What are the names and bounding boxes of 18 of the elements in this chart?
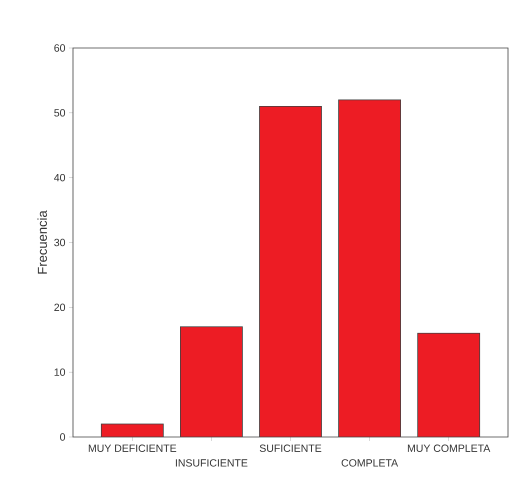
bar <box>417 332 480 437</box>
x-tick-label: SUFICIENTE <box>260 444 322 452</box>
x-tick-label: MUY COMPLETA <box>408 444 490 452</box>
y-tick-label: 50 <box>54 109 66 117</box>
x-tick-label: MUY DEFICIENTE <box>88 444 176 452</box>
bar <box>338 100 401 437</box>
y-tick-label: 40 <box>54 174 66 182</box>
y-tick-label: 20 <box>54 304 66 312</box>
x-tick-label: COMPLETA <box>342 459 398 467</box>
bar <box>260 106 322 437</box>
x-tick-label: INSUFICIENTE <box>176 459 248 467</box>
y-tick-label: 10 <box>54 368 66 376</box>
y-tick-label: 0 <box>60 433 66 441</box>
bar <box>101 424 164 437</box>
y-tick-label: 30 <box>54 238 66 246</box>
y-tick-label: 60 <box>54 44 66 52</box>
y-axis-title: Frecuencia <box>37 210 47 274</box>
bar <box>180 326 242 437</box>
